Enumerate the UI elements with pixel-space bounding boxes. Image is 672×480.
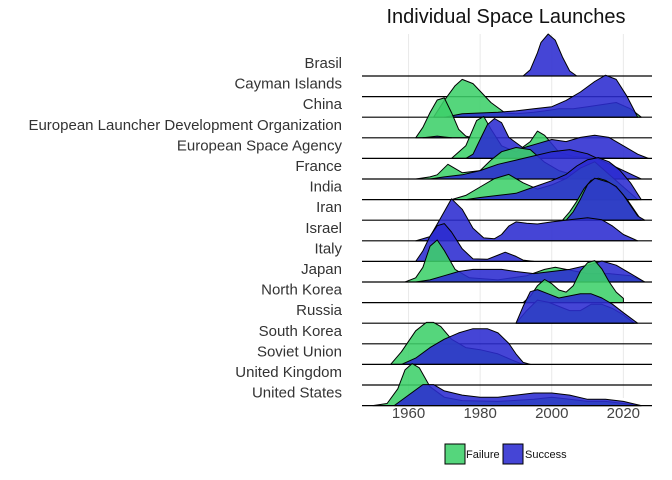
ridge-success-russia: [515, 289, 639, 324]
ridge-success-brasil: [522, 33, 578, 77]
chart-title: Individual Space Launches: [386, 6, 625, 28]
category-labels: Brasil Cayman Islands China European Launch…: [28, 55, 342, 402]
ridge-layer: [362, 33, 652, 407]
category-label-china: China: [303, 96, 343, 113]
category-label-brasil: Brasil: [304, 55, 342, 72]
x-tick-label-2000: 2000: [535, 405, 568, 422]
category-label-south-korea: South Korea: [259, 323, 343, 340]
ridge-success-soviet-union: [400, 328, 531, 365]
category-label-israel: Israel: [305, 220, 342, 237]
legend-label-success: Success: [525, 449, 567, 461]
category-label-italy: Italy: [314, 240, 342, 257]
x-tick-label-1980: 1980: [463, 405, 496, 422]
x-tick-label-1960: 1960: [392, 405, 425, 422]
category-label-united-kingdom: United Kingdom: [235, 364, 342, 381]
category-label-cayman-islands: Cayman Islands: [234, 76, 342, 93]
ridge-success-china: [443, 74, 639, 118]
category-label-european-launcher-development-organization: European Launcher Development Organizati…: [28, 117, 342, 134]
category-label-united-states: United States: [252, 385, 342, 402]
category-label-iran: Iran: [316, 199, 342, 216]
category-label-north-korea: North Korea: [261, 282, 343, 299]
ridge-success-israel: [415, 198, 639, 242]
x-tick-label-2020: 2020: [607, 405, 640, 422]
ridge-success-united-states: [393, 384, 642, 407]
category-label-soviet-union: Soviet Union: [257, 343, 342, 360]
legend-swatch-failure: [444, 443, 466, 465]
category-label-european-space-agency: European Space Agency: [177, 137, 343, 154]
x-axis-ticks: 1960 1980 2000 2020: [392, 405, 640, 422]
category-label-france: France: [295, 158, 342, 175]
legend-label-failure: Failure: [466, 449, 500, 461]
category-label-india: India: [309, 179, 342, 196]
category-label-japan: Japan: [301, 261, 342, 278]
legend: Failure Success: [444, 443, 567, 465]
ridge-failure-north-korea: [522, 260, 624, 304]
legend-swatch-success: [502, 443, 524, 465]
category-label-russia: Russia: [296, 302, 343, 319]
ridge-success-iran: [565, 177, 646, 221]
